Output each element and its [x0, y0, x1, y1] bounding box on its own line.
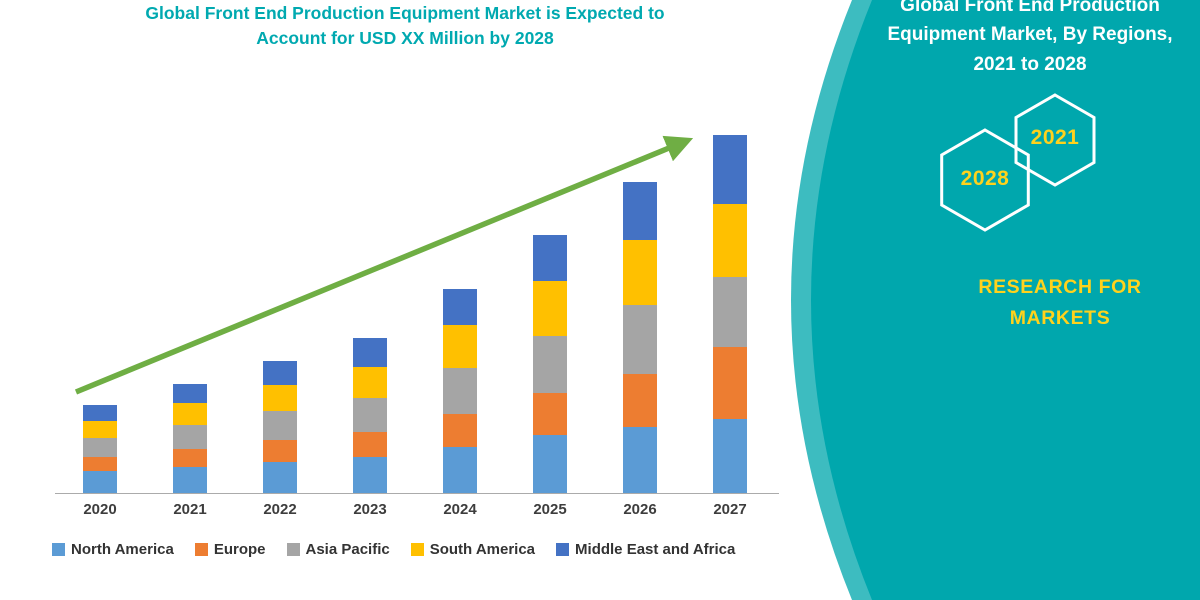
- bar-segment-2027-middle-east-and-africa: [713, 135, 747, 204]
- bar-segment-2025-middle-east-and-africa: [533, 235, 567, 281]
- bar-segment-2025-north-america: [533, 435, 567, 493]
- bar-segment-2026-middle-east-and-africa: [623, 182, 657, 240]
- x-axis-label-2027: 2027: [713, 501, 747, 518]
- bar-segment-2020-north-america: [83, 471, 117, 493]
- bar-segment-2021-north-america: [173, 466, 207, 493]
- bar-segment-2024-south-america: [443, 325, 477, 369]
- legend-swatch-icon: [410, 543, 424, 556]
- legend-swatch-icon: [556, 543, 570, 556]
- legend-label: Europe: [213, 541, 266, 558]
- bar-segment-2026-north-america: [623, 427, 657, 493]
- bar-segment-2021-asia-pacific: [173, 424, 207, 449]
- legend-item-north-america: North America: [52, 541, 174, 558]
- chart-title: Global Front End Production Equipment Ma…: [45, 1, 765, 50]
- bar-segment-2027-north-america: [713, 418, 747, 493]
- x-axis-label-2022: 2022: [263, 501, 297, 518]
- bar-segment-2020-south-america: [83, 421, 117, 438]
- bar-segment-2023-europe: [353, 431, 387, 457]
- brand-line1: RESEARCH FOR: [978, 276, 1142, 298]
- bar-segment-2026-asia-pacific: [623, 304, 657, 375]
- bar-segment-2027-europe: [713, 346, 747, 419]
- x-axis-label-2020: 2020: [83, 501, 117, 518]
- legend-label: Asia Pacific: [305, 541, 390, 558]
- legend-label: North America: [71, 541, 174, 558]
- bar-segment-2020-europe: [83, 457, 117, 472]
- chart-legend: North America Europe Asia Pacific South Ame…: [52, 541, 782, 558]
- bar-segment-2024-asia-pacific: [443, 368, 477, 414]
- side-panel-title: Global Front End Production Equipment Ma…: [865, 0, 1195, 79]
- hexagon-year-2021: 2021: [1030, 126, 1080, 149]
- legend-swatch-icon: [286, 543, 300, 556]
- chart-title-line2: Account for USD XX Million by 2028: [256, 27, 554, 48]
- bar-segment-2026-south-america: [623, 239, 657, 305]
- bar-segment-2023-asia-pacific: [353, 398, 387, 432]
- bar-segment-2021-europe: [173, 448, 207, 467]
- legend-swatch-icon: [194, 543, 208, 556]
- chart-title-line1: Global Front End Production Equipment Ma…: [145, 3, 665, 23]
- brand-line2: MARKETS: [1009, 307, 1111, 330]
- bar-segment-2024-europe: [443, 413, 477, 448]
- bar-segment-2025-europe: [533, 393, 567, 436]
- bar-segment-2022-middle-east-and-africa: [263, 361, 297, 385]
- side-panel-title-line2: Equipment Market, By Regions,: [887, 24, 1173, 46]
- bar-segment-2027-south-america: [713, 203, 747, 277]
- bar-segment-2022-asia-pacific: [263, 411, 297, 441]
- x-axis-label-2025: 2025: [533, 501, 567, 518]
- bar-segment-2024-north-america: [443, 447, 477, 493]
- bar-segment-2020-asia-pacific: [83, 437, 117, 457]
- bar-segment-2022-europe: [263, 440, 297, 462]
- plot-area: 2020 2021 2022 2023 2024 2025 2026 2027: [55, 0, 777, 518]
- bar-segment-2020-middle-east-and-africa: [83, 405, 117, 421]
- bar-segment-2024-middle-east-and-africa: [443, 289, 477, 325]
- x-axis-label-2026: 2026: [623, 501, 657, 518]
- bar-segment-2026-europe: [623, 374, 657, 427]
- legend-item-south-america: South America: [410, 541, 536, 558]
- x-axis-label-2023: 2023: [353, 501, 387, 518]
- bar-segment-2025-asia-pacific: [533, 335, 567, 394]
- bar-segment-2027-asia-pacific: [713, 277, 747, 347]
- brand-text: RESEARCH FOR MARKETS: [930, 272, 1190, 334]
- bar-segment-2022-south-america: [263, 385, 297, 412]
- bar-segment-2023-north-america: [353, 457, 387, 493]
- side-panel-title-line3: 2021 to 2028: [973, 53, 1087, 75]
- x-axis-line: [55, 493, 779, 494]
- legend-item-europe: Europe: [194, 541, 266, 558]
- legend-label: Middle East and Africa: [575, 541, 736, 558]
- bar-segment-2022-north-america: [263, 461, 297, 493]
- x-axis-label-2021: 2021: [173, 501, 207, 518]
- bar-segment-2025-south-america: [533, 280, 567, 336]
- legend-label: South America: [429, 541, 536, 558]
- bar-segment-2021-middle-east-and-africa: [173, 383, 207, 403]
- bar-segment-2021-south-america: [173, 403, 207, 425]
- legend-swatch-icon: [52, 543, 65, 556]
- legend-item-asia-pacific: Asia Pacific: [286, 541, 390, 558]
- side-panel-title-line1: Global Front End Production: [900, 0, 1160, 16]
- bar-segment-2023-middle-east-and-africa: [353, 338, 387, 367]
- legend-item-middle-east-and-africa: Middle East and Africa: [556, 541, 735, 558]
- x-axis-label-2024: 2024: [443, 501, 477, 518]
- bar-segment-2023-south-america: [353, 367, 387, 399]
- hexagon-year-2028: 2028: [960, 167, 1010, 190]
